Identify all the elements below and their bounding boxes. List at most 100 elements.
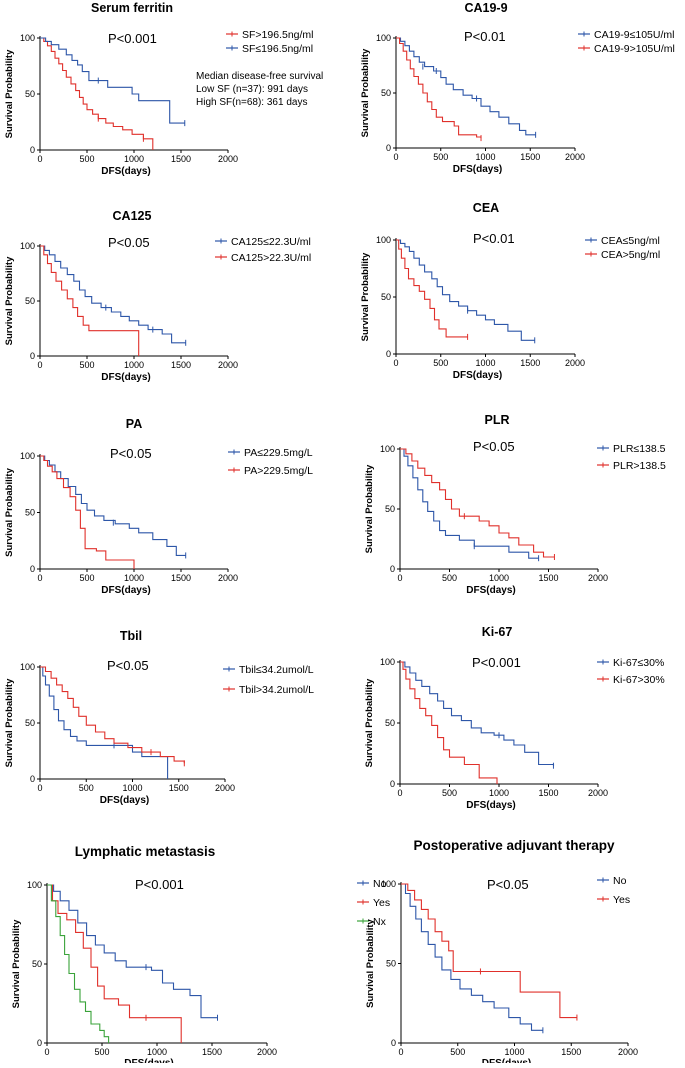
p-value: P<0.001 <box>108 31 157 46</box>
x-tick-label: 1500 <box>538 788 558 798</box>
x-axis-label: DFS(days) <box>453 164 502 175</box>
legend-label: PLR≤138.5 <box>613 443 666 455</box>
km-curve-cea-1 <box>396 239 468 338</box>
legend-label: CA19-9≤105U/ml <box>594 29 674 41</box>
x-tick-label: 500 <box>79 573 94 583</box>
panel-title: CEA <box>473 201 499 215</box>
y-tick-label: 50 <box>25 508 35 518</box>
y-axis-label: Survival Probability <box>364 464 375 553</box>
km-curve-pa-1 <box>40 455 135 569</box>
legend-label: Ki-67>30% <box>613 674 665 686</box>
x-axis-label: DFS(days) <box>466 585 515 596</box>
panel-title: CA125 <box>113 209 152 223</box>
median-note: Median disease-free survival <box>196 71 323 82</box>
x-tick-label: 1000 <box>475 358 495 368</box>
km-curve-plr-0 <box>400 448 539 559</box>
p-value: P<0.001 <box>135 877 184 892</box>
km-curve-ca199-1 <box>396 37 482 139</box>
legend-label: SF>196.5ng/ml <box>242 29 314 41</box>
x-axis-label: DFS(days) <box>101 372 150 383</box>
x-tick-label: 0 <box>397 573 402 583</box>
y-axis-label: Survival Probability <box>4 256 15 345</box>
y-tick-label: 100 <box>20 241 35 251</box>
km-curve-post-1 <box>401 883 577 1019</box>
y-tick-label: 0 <box>30 145 35 155</box>
x-tick-label: 2000 <box>565 152 585 162</box>
x-tick-label: 1500 <box>169 783 189 793</box>
legend-label: PA>229.5mg/L <box>244 465 313 477</box>
km-curve-ki67-1 <box>400 661 498 784</box>
x-tick-label: 2000 <box>588 573 608 583</box>
x-tick-label: 500 <box>94 1047 109 1057</box>
x-tick-label: 1000 <box>124 154 144 164</box>
km-curve-tbil-0 <box>40 666 169 779</box>
x-tick-label: 2000 <box>218 360 238 370</box>
y-tick-label: 50 <box>386 959 396 969</box>
x-tick-label: 2000 <box>618 1047 638 1057</box>
legend-label: Ki-67≤30% <box>613 657 664 669</box>
x-tick-label: 1000 <box>147 1047 167 1057</box>
y-tick-label: 0 <box>386 349 391 359</box>
x-axis-label: DFS(days) <box>482 1058 531 1063</box>
y-tick-label: 0 <box>386 143 391 153</box>
x-axis-label: DFS(days) <box>101 585 150 596</box>
x-tick-label: 1500 <box>202 1047 222 1057</box>
x-tick-label: 500 <box>433 358 448 368</box>
y-axis-label: Survival Probability <box>360 252 371 341</box>
x-tick-label: 0 <box>37 573 42 583</box>
x-tick-label: 1000 <box>489 573 509 583</box>
p-value: P<0.05 <box>487 877 529 892</box>
legend-label: CA19-9>105U/ml <box>594 43 675 55</box>
p-value: P<0.05 <box>473 439 515 454</box>
y-tick-label: 100 <box>381 879 396 889</box>
y-tick-label: 100 <box>20 33 35 43</box>
y-tick-label: 0 <box>37 1038 42 1048</box>
km-curve-ca199-0 <box>396 37 536 136</box>
legend-label: Tbil>34.2umol/L <box>239 684 314 696</box>
x-tick-label: 1000 <box>475 152 495 162</box>
km-curve-sf-1 <box>40 37 185 124</box>
y-tick-label: 50 <box>381 88 391 98</box>
p-value: P<0.05 <box>110 446 152 461</box>
y-axis-label: Survival Probability <box>11 919 22 1008</box>
x-axis-label: DFS(days) <box>100 795 149 806</box>
km-curve-lymph-0 <box>47 884 218 1019</box>
y-axis-label: Survival Probability <box>364 678 375 767</box>
p-value: P<0.01 <box>473 231 515 246</box>
legend-label: SF≤196.5ng/ml <box>242 43 313 55</box>
km-curve-pa-0 <box>40 455 186 556</box>
x-tick-label: 500 <box>450 1047 465 1057</box>
x-axis-label: DFS(days) <box>466 800 515 811</box>
y-axis-label: Survival Probability <box>365 918 376 1007</box>
legend-label: No <box>613 875 627 887</box>
x-tick-label: 2000 <box>565 358 585 368</box>
legend-label: CEA>5ng/ml <box>601 249 660 261</box>
y-tick-label: 100 <box>20 451 35 461</box>
km-curve-sf-0 <box>40 37 154 150</box>
x-tick-label: 2000 <box>257 1047 277 1057</box>
y-tick-label: 0 <box>30 351 35 361</box>
legend-label: Yes <box>373 897 390 909</box>
x-tick-label: 500 <box>433 152 448 162</box>
legend-label: Yes <box>613 894 630 906</box>
x-tick-label: 0 <box>398 1047 403 1057</box>
x-tick-label: 500 <box>442 573 457 583</box>
p-value: P<0.05 <box>108 235 150 250</box>
x-axis-label: DFS(days) <box>101 166 150 177</box>
x-tick-label: 1000 <box>124 360 144 370</box>
x-tick-label: 0 <box>397 788 402 798</box>
x-tick-label: 1500 <box>520 358 540 368</box>
y-tick-label: 100 <box>380 657 395 667</box>
x-axis-label: DFS(days) <box>124 1058 173 1063</box>
x-tick-label: 1500 <box>171 154 191 164</box>
legend-label: PA≤229.5mg/L <box>244 447 313 459</box>
legend-label: CEA≤5ng/ml <box>601 235 660 247</box>
median-note: Low SF (n=37): 991 days <box>196 84 308 95</box>
x-tick-label: 1500 <box>520 152 540 162</box>
